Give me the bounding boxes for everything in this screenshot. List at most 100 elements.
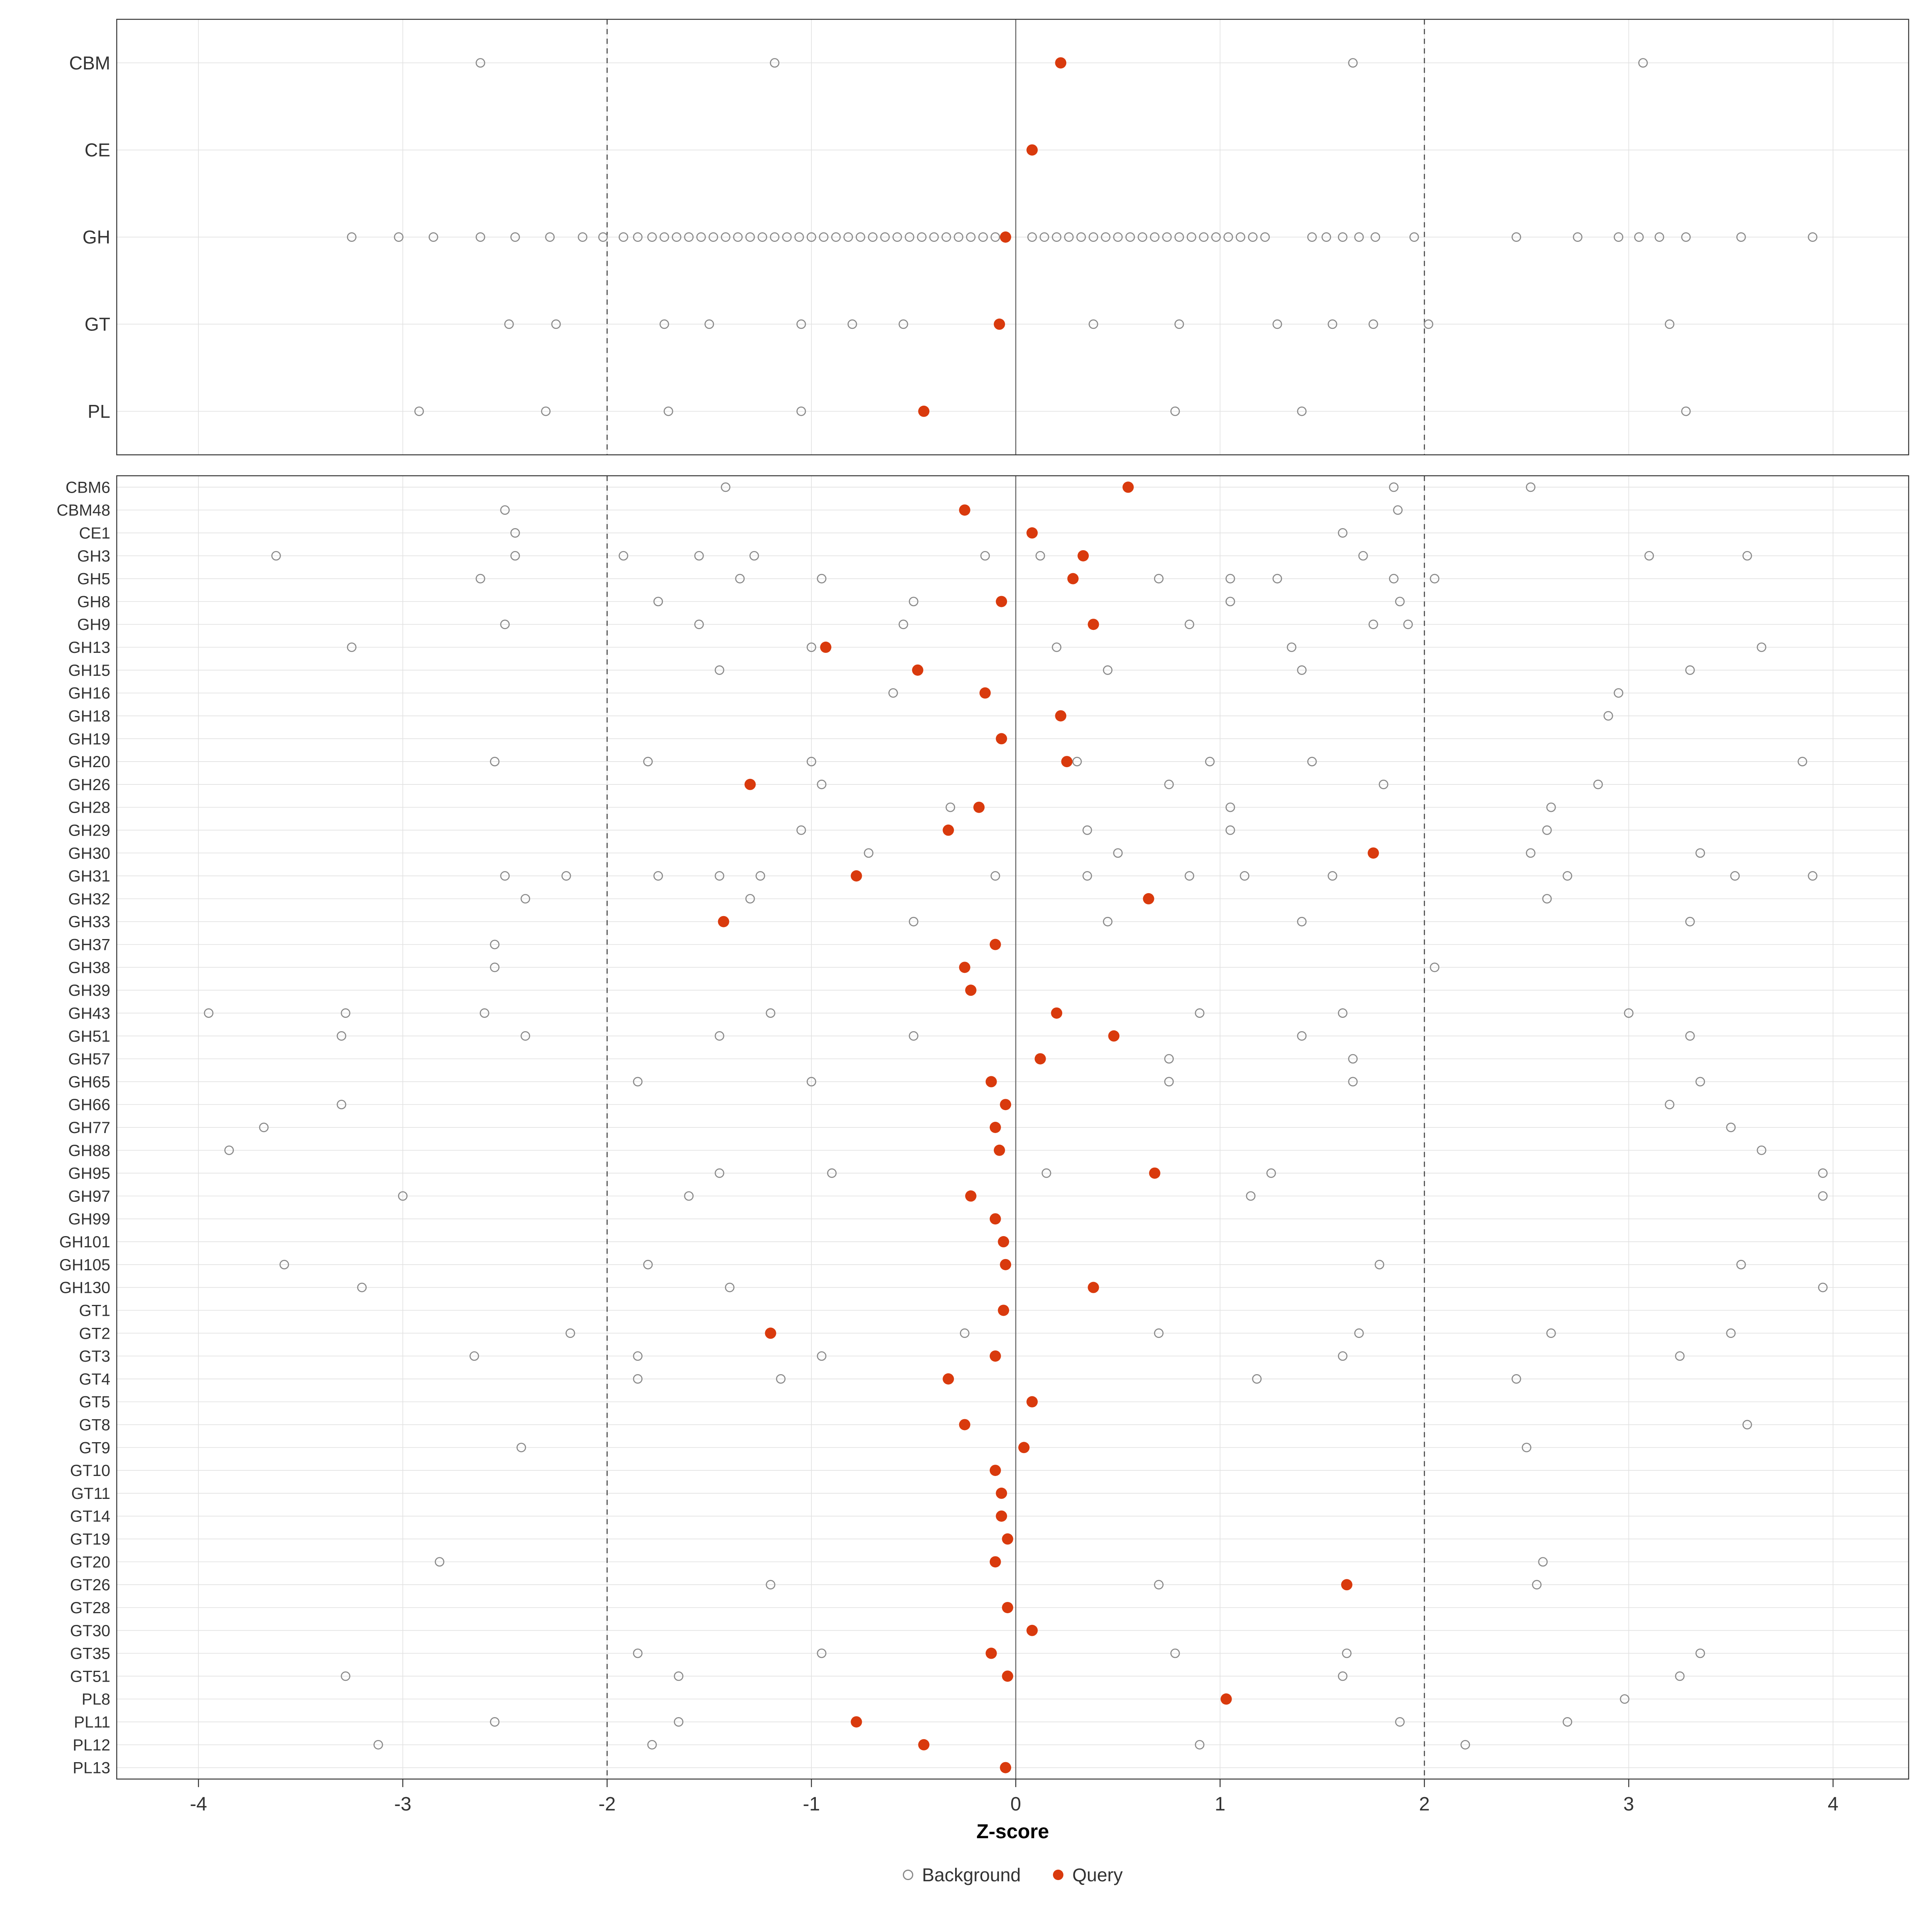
query-point — [994, 1144, 1005, 1156]
background-point — [500, 871, 510, 881]
background-point — [1808, 871, 1818, 881]
category-label: GH16 — [68, 685, 111, 702]
background-point — [1088, 319, 1098, 329]
category-label: GH20 — [68, 753, 111, 771]
background-point — [794, 232, 804, 242]
background-point — [1082, 871, 1092, 881]
query-point — [1000, 1259, 1011, 1270]
background-point — [1170, 406, 1180, 416]
query-point — [850, 1716, 862, 1728]
category-label: GH88 — [68, 1142, 111, 1160]
background-point — [271, 551, 281, 561]
background-point — [1675, 1671, 1685, 1681]
background-point — [1338, 1671, 1348, 1681]
background-point — [551, 319, 561, 329]
category-label: GT8 — [79, 1416, 110, 1434]
background-point — [1430, 574, 1440, 584]
query-point — [1002, 1533, 1013, 1545]
category-label: CBM — [69, 52, 110, 73]
x-tick-label: 1 — [1215, 1794, 1226, 1815]
category-label: GT3 — [79, 1348, 110, 1365]
x-tick-label: 3 — [1623, 1794, 1634, 1815]
background-point — [1225, 825, 1235, 835]
category-label: GH13 — [68, 639, 111, 656]
category-label: GH39 — [68, 982, 111, 999]
background-point — [843, 232, 853, 242]
background-point — [1225, 597, 1235, 607]
background-point — [1665, 319, 1674, 329]
background-point — [1368, 619, 1378, 630]
background-point — [1521, 1443, 1532, 1453]
x-tick-label: -3 — [394, 1794, 411, 1815]
background-point — [755, 871, 765, 881]
background-point — [1542, 894, 1552, 904]
background-point — [684, 1191, 694, 1201]
query-point — [820, 642, 832, 653]
background-point — [1072, 757, 1082, 766]
background-point-icon — [902, 1870, 913, 1880]
query-point — [985, 1076, 997, 1088]
query-point — [1026, 144, 1038, 156]
background-point — [435, 1557, 444, 1567]
category-label: GT11 — [71, 1485, 110, 1503]
query-point — [1341, 1579, 1352, 1591]
background-point — [469, 1351, 479, 1361]
category-label: GH99 — [68, 1210, 111, 1228]
background-point — [1272, 574, 1282, 584]
background-point — [898, 619, 908, 630]
background-point — [1375, 1259, 1385, 1269]
query-point — [918, 1739, 930, 1750]
query-point — [1108, 1030, 1120, 1042]
background-point — [336, 1100, 347, 1110]
query-point — [959, 1419, 970, 1430]
background-point — [807, 232, 816, 242]
background-point — [663, 406, 673, 416]
category-label: PL11 — [74, 1713, 110, 1731]
category-label: GH5 — [77, 570, 110, 588]
background-point — [888, 688, 898, 698]
category-label: GT2 — [79, 1325, 110, 1342]
background-point — [898, 319, 908, 329]
background-point — [672, 232, 681, 242]
background-point — [1162, 232, 1172, 242]
background-point — [807, 642, 816, 652]
category-label: GT26 — [70, 1576, 110, 1594]
category-label: GT35 — [70, 1645, 110, 1663]
category-label: GH57 — [68, 1051, 111, 1068]
background-point — [929, 232, 939, 242]
background-point — [1563, 871, 1573, 881]
background-point — [1358, 551, 1368, 561]
background-point — [1403, 619, 1413, 630]
category-label: GT — [85, 314, 110, 335]
background-point — [766, 1580, 776, 1589]
background-point — [704, 319, 714, 329]
background-point — [1511, 232, 1521, 242]
category-label: GH19 — [68, 730, 111, 748]
background-point — [827, 1168, 837, 1178]
background-point — [749, 551, 759, 561]
background-point — [1327, 871, 1338, 881]
query-point — [1018, 1442, 1030, 1453]
background-point — [1164, 1077, 1174, 1087]
background-point — [1154, 1580, 1164, 1589]
category-label: GH30 — [68, 844, 111, 862]
background-point — [1695, 1648, 1705, 1658]
background-point — [279, 1259, 289, 1269]
category-label: PL — [88, 401, 110, 422]
background-point — [960, 1328, 970, 1338]
background-point — [1113, 848, 1123, 858]
background-point — [1818, 1168, 1828, 1178]
background-point — [770, 58, 780, 68]
background-point — [1125, 232, 1135, 242]
category-label: GH37 — [68, 936, 111, 954]
background-point — [475, 232, 485, 242]
background-point — [796, 406, 806, 416]
background-point — [1103, 916, 1113, 927]
background-point — [941, 232, 951, 242]
category-label: GT4 — [79, 1371, 110, 1388]
background-point — [725, 1282, 735, 1292]
background-point — [1338, 1351, 1348, 1361]
panel-cazyme-class: CBM CE GH GT PL — [69, 19, 1909, 456]
category-label: GT10 — [70, 1462, 110, 1480]
background-point — [745, 894, 755, 904]
